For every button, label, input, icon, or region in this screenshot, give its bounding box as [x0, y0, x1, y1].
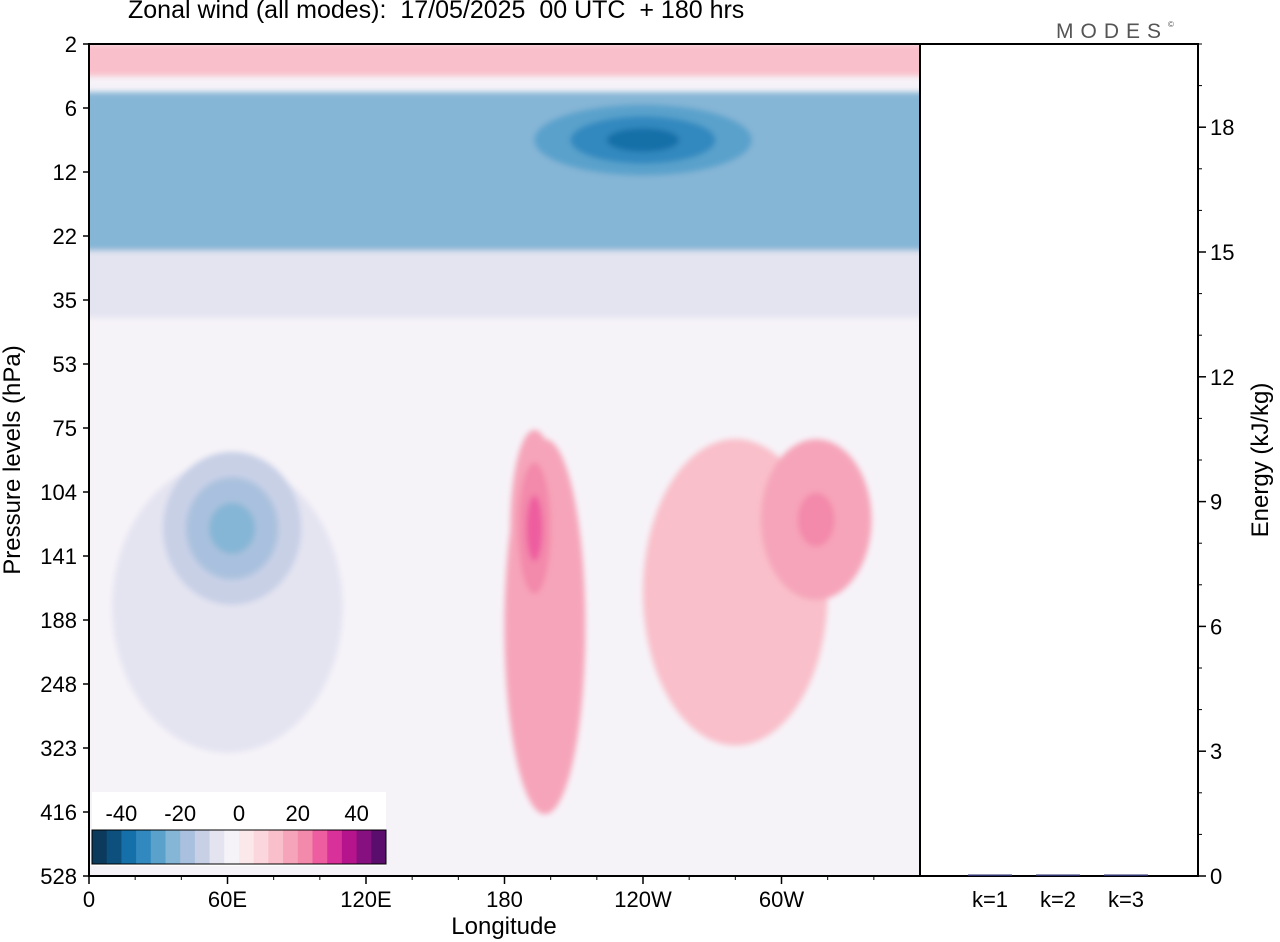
colorbar-swatch-17	[341, 830, 358, 864]
x-axis: 0 60E 120E 180 120W 60W	[83, 876, 875, 912]
y-axis-title: Pressure levels (hPa)	[0, 345, 26, 574]
y-tick-label-1: 6	[65, 96, 77, 121]
wind-field	[89, 44, 920, 815]
colorbar-label-1: -20	[164, 801, 196, 826]
y-tick-label-9: 188	[40, 608, 77, 633]
colorbar-swatch-8	[209, 830, 225, 864]
colorbar-swatch-3	[136, 830, 152, 864]
energy-category-label-0: k=1	[972, 887, 1008, 912]
y-tick-label-4: 35	[53, 288, 77, 313]
wind-core-1-3	[606, 128, 680, 152]
y-tick-label-3: 22	[53, 224, 77, 249]
energy-category-label-1: k=2	[1040, 887, 1076, 912]
x-tick-label-1: 60E	[208, 887, 247, 912]
energy-bar-k-2	[1036, 874, 1080, 876]
colorbar-label-0: -40	[106, 801, 138, 826]
colorbar-label-3: 20	[286, 801, 310, 826]
x-tick-label-4: 120W	[614, 887, 672, 912]
energy-y-axis: 0 3 6 9 12 15 18	[1198, 43, 1234, 889]
colorbar-swatch-15	[312, 830, 328, 864]
colorbar-swatch-0	[92, 830, 108, 864]
colorbar-swatch-11	[253, 830, 269, 864]
energy-panel-frame	[919, 43, 1199, 877]
colorbar-swatch-2	[121, 830, 137, 864]
wind-core-4-3	[526, 495, 543, 562]
colorbar-swatch-5	[165, 830, 181, 864]
energy-y-tick-label-5: 15	[1210, 240, 1234, 265]
energy-y-tick-label-3: 9	[1210, 490, 1222, 515]
y-tick-label-2: 12	[53, 160, 77, 185]
colorbar-frame	[91, 829, 387, 865]
y-tick-label-12: 416	[40, 800, 77, 825]
colorbar-swatch-12	[268, 830, 284, 864]
colorbar-swatch-13	[283, 830, 299, 864]
energy-y-tick-label-1: 3	[1210, 739, 1222, 764]
y-tick-label-13: 528	[40, 864, 77, 889]
colorbar-swatch-9	[224, 830, 240, 864]
y-tick-label-8: 141	[40, 544, 77, 569]
colorbar-swatch-16	[327, 830, 343, 864]
energy-category-label-2: k=3	[1108, 887, 1144, 912]
colorbar-swatch-14	[297, 830, 313, 864]
x-axis-title: Longitude	[451, 913, 556, 940]
x-tick-label-3: 180	[486, 887, 523, 912]
energy-x-axis: k=1 k=2 k=3	[972, 887, 1144, 912]
logo-mark: ©	[1168, 20, 1174, 29]
heatmap-plot	[89, 44, 920, 876]
energy-y-tick-label-2: 6	[1210, 614, 1222, 639]
logo-text: MODES	[1056, 20, 1169, 43]
wind-core-5-3	[797, 492, 835, 547]
chart-title: Zonal wind (all modes): 17/05/2025 00 UT…	[128, 0, 745, 24]
energy-y-tick-label-0: 0	[1210, 864, 1222, 889]
colorbar-swatch-10	[239, 830, 255, 864]
colorbar-swatch-1	[106, 830, 122, 864]
colorbar-swatch-18	[356, 830, 372, 864]
energy-y-tick-label-4: 12	[1210, 365, 1234, 390]
colorbar-label-4: 40	[344, 801, 368, 826]
colorbar-swatch-19	[371, 830, 387, 864]
colorbar: -40 -20 0 20 40	[91, 792, 387, 866]
y-tick-label-6: 75	[53, 416, 77, 441]
y-tick-label-0: 2	[65, 32, 77, 57]
y-tick-label-10: 248	[40, 672, 77, 697]
colorbar-swatch-4	[150, 830, 166, 864]
y-tick-label-11: 323	[40, 736, 77, 761]
colorbar-label-2: 0	[233, 801, 245, 826]
y-tick-label-7: 104	[40, 480, 77, 505]
wind-band-1	[89, 92, 920, 251]
colorbar-swatch-7	[194, 830, 211, 864]
modes-logo: MODES©	[1056, 20, 1174, 44]
colorbar-swatch-6	[180, 830, 196, 864]
y-tick-label-5: 53	[53, 352, 77, 377]
energy-bars	[968, 874, 1148, 876]
y-axis: 2 6 12 22 35 53 75 104 141 188 248 323 416 528	[40, 32, 89, 889]
energy-y-tick-label-6: 18	[1210, 115, 1234, 140]
energy-axis-title: Energy (kJ/kg)	[1247, 383, 1274, 538]
x-tick-label-0: 0	[83, 887, 95, 912]
x-tick-label-5: 60W	[759, 887, 804, 912]
x-tick-label-2: 120E	[340, 887, 391, 912]
wind-band-2	[89, 250, 920, 318]
wind-band-0	[89, 44, 920, 76]
energy-bar-k-3	[1104, 874, 1148, 876]
wind-core-3-3	[209, 502, 256, 554]
energy-bar-k-1	[968, 874, 1012, 876]
